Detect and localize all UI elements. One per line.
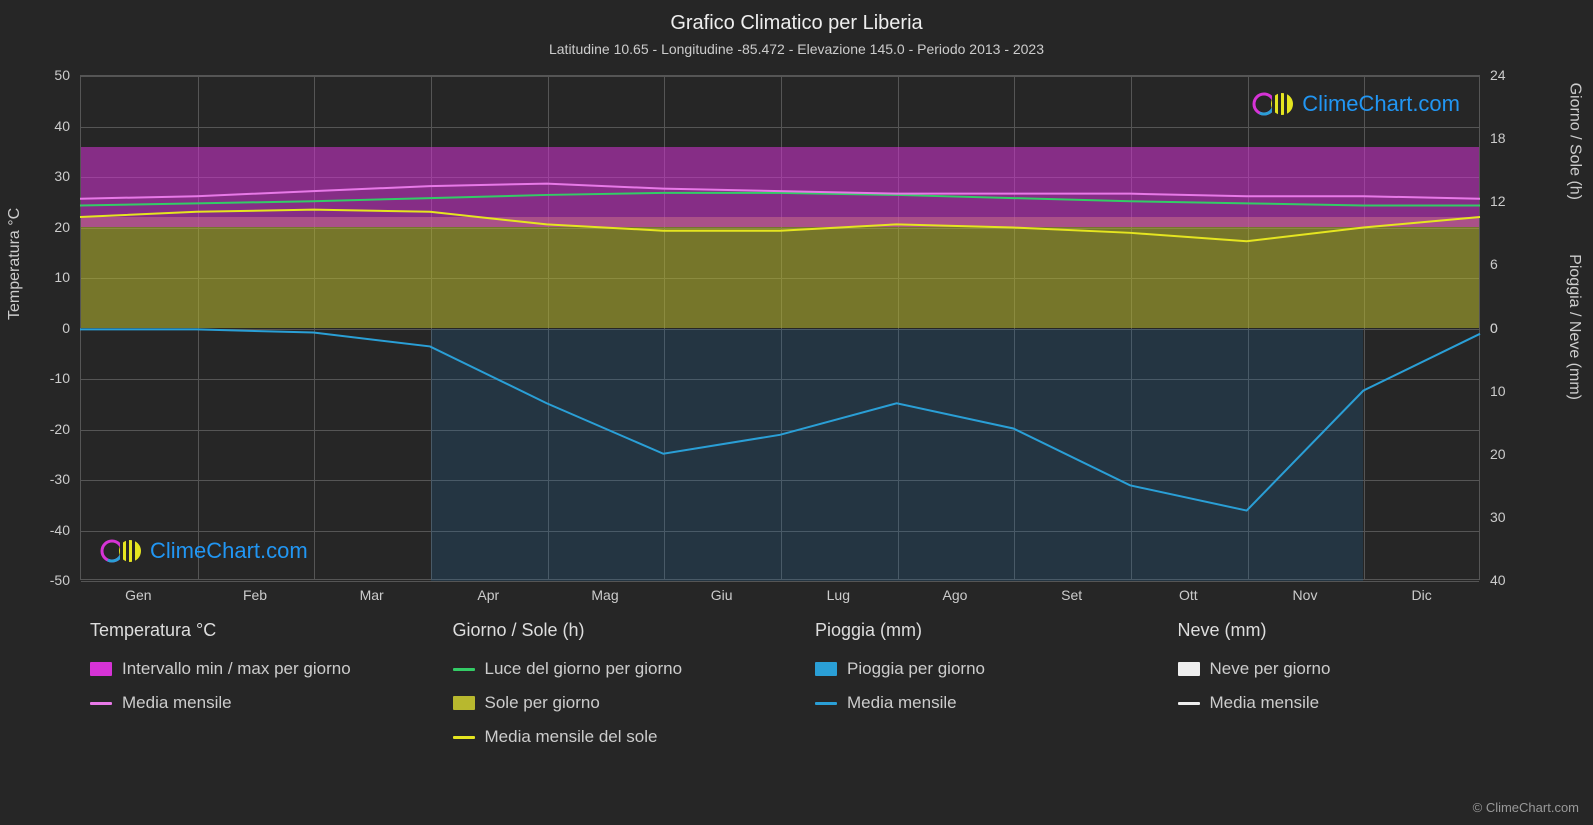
legend-label: Sole per giorno <box>485 693 600 713</box>
y-right-tick: 18 <box>1490 130 1530 146</box>
legend-label: Media mensile del sole <box>485 727 658 747</box>
y-left-tick: -10 <box>30 370 70 386</box>
x-month-label: Nov <box>1293 587 1318 603</box>
y-left-tick: -20 <box>30 421 70 437</box>
legend-swatch <box>453 668 475 671</box>
brand-text: ClimeChart.com <box>1302 91 1460 117</box>
legend-label: Neve per giorno <box>1210 659 1331 679</box>
x-month-label: Lug <box>827 587 850 603</box>
legend-swatch <box>453 736 475 739</box>
y-right-tick: 30 <box>1490 509 1530 525</box>
y-right-tick: 10 <box>1490 383 1530 399</box>
x-month-label: Apr <box>477 587 499 603</box>
y-right-tick: 20 <box>1490 446 1530 462</box>
y-right-tick: 12 <box>1490 193 1530 209</box>
legend-item: Media mensile <box>1178 693 1511 713</box>
legend-header: Neve (mm) <box>1178 620 1511 641</box>
legend-swatch <box>453 696 475 710</box>
x-month-label: Ago <box>943 587 968 603</box>
legend-swatch <box>815 662 837 676</box>
logo-icon <box>100 537 144 565</box>
y-right-tick: 40 <box>1490 572 1530 588</box>
y-axis-right-bottom-title: Pioggia / Neve (mm) <box>1565 254 1583 400</box>
legend-item: Luce del giorno per giorno <box>453 659 786 679</box>
legend-label: Pioggia per giorno <box>847 659 985 679</box>
legend-label: Media mensile <box>1210 693 1320 713</box>
y-left-tick: -50 <box>30 572 70 588</box>
x-month-label: Set <box>1061 587 1082 603</box>
brand-logo-bottom: ClimeChart.com <box>100 537 308 565</box>
legend-swatch <box>90 702 112 705</box>
legend-swatch <box>1178 662 1200 676</box>
x-month-label: Giu <box>711 587 733 603</box>
legend-item: Pioggia per giorno <box>815 659 1148 679</box>
y-right-tick: 0 <box>1490 320 1530 336</box>
y-axis-left-title: Temperatura °C <box>6 208 24 320</box>
legend-item: Sole per giorno <box>453 693 786 713</box>
legend-label: Intervallo min / max per giorno <box>122 659 351 679</box>
y-left-tick: -40 <box>30 522 70 538</box>
x-month-label: Mar <box>360 587 384 603</box>
legend-item: Media mensile del sole <box>453 727 786 747</box>
legend-header: Pioggia (mm) <box>815 620 1148 641</box>
legend-item: Media mensile <box>90 693 423 713</box>
legend-swatch <box>90 662 112 676</box>
legend-item: Neve per giorno <box>1178 659 1511 679</box>
x-month-label: Feb <box>243 587 267 603</box>
legend-item: Intervallo min / max per giorno <box>90 659 423 679</box>
y-left-tick: 10 <box>30 269 70 285</box>
y-left-tick: 0 <box>30 320 70 336</box>
y-left-tick: 40 <box>30 118 70 134</box>
legend-item: Media mensile <box>815 693 1148 713</box>
x-month-label: Mag <box>591 587 618 603</box>
chart-legend: Temperatura °C Intervallo min / max per g… <box>90 620 1510 747</box>
y-axis-right-top-title: Giorno / Sole (h) <box>1565 83 1583 200</box>
y-left-tick: 20 <box>30 219 70 235</box>
brand-text: ClimeChart.com <box>150 538 308 564</box>
legend-label: Media mensile <box>847 693 957 713</box>
legend-header: Temperatura °C <box>90 620 423 641</box>
chart-plot-area: ClimeChart.com ClimeChart.com 5040302010… <box>80 75 1480 580</box>
copyright-text: © ClimeChart.com <box>1473 800 1579 815</box>
y-left-tick: 50 <box>30 67 70 83</box>
x-month-label: Dic <box>1412 587 1432 603</box>
x-month-label: Ott <box>1179 587 1198 603</box>
y-right-tick: 6 <box>1490 256 1530 272</box>
y-right-tick: 24 <box>1490 67 1530 83</box>
legend-swatch <box>1178 702 1200 705</box>
chart-title: Grafico Climatico per Liberia <box>0 0 1593 35</box>
brand-logo-top: ClimeChart.com <box>1252 90 1460 118</box>
x-month-label: Gen <box>125 587 151 603</box>
legend-label: Media mensile <box>122 693 232 713</box>
legend-swatch <box>815 702 837 705</box>
legend-label: Luce del giorno per giorno <box>485 659 683 679</box>
logo-icon <box>1252 90 1296 118</box>
chart-subtitle: Latitudine 10.65 - Longitudine -85.472 -… <box>0 35 1593 57</box>
y-left-tick: 30 <box>30 168 70 184</box>
y-left-tick: -30 <box>30 471 70 487</box>
legend-header: Giorno / Sole (h) <box>453 620 786 641</box>
